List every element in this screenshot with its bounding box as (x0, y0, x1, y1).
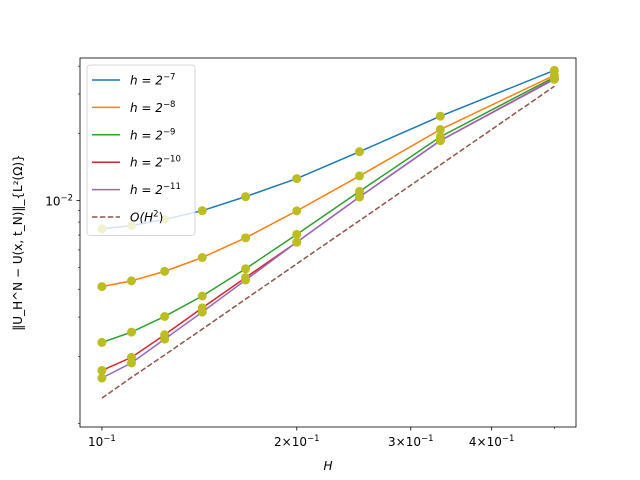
tick-layer: 10−1 2×10−1 3×10−1 4×10−1 10−2 (45, 65, 555, 449)
data-point (292, 206, 302, 216)
legend-entry: h = 2−10 (130, 155, 181, 170)
data-point (197, 291, 207, 301)
x-tick-label: 2×10−1 (274, 434, 320, 449)
data-point (435, 124, 445, 134)
data-point (197, 307, 207, 317)
data-point (97, 337, 107, 347)
data-point (97, 373, 107, 383)
data-point (241, 233, 251, 243)
y-tick-label: 10−2 (45, 193, 73, 208)
data-point (197, 206, 207, 216)
data-point (241, 192, 251, 202)
data-point (355, 192, 365, 202)
legend-entry: h = 2−8 (130, 100, 175, 115)
data-point (97, 365, 107, 375)
plot-layer (97, 65, 559, 399)
data-point (160, 266, 170, 276)
data-point (435, 111, 445, 121)
legend-entry: h = 2−11 (130, 182, 181, 197)
data-point (127, 358, 137, 368)
x-tick-label: 10−1 (88, 434, 116, 449)
data-point (292, 229, 302, 239)
x-axis-label: H (323, 459, 332, 473)
data-point (435, 136, 445, 146)
data-point (549, 74, 559, 84)
data-point (292, 237, 302, 247)
x-tick-label: 3×10−1 (388, 434, 434, 449)
legend-entry: h = 2−7 (130, 73, 175, 88)
data-point (127, 276, 137, 286)
y-axis-label: ‖U_H^N − U(x, t_N)‖_{L²(Ω)} (11, 154, 25, 330)
data-point (355, 147, 365, 157)
legend-entry: h = 2−9 (130, 127, 175, 142)
legend: h = 2−7 h = 2−8 h = 2−9 h = 2−10 h = 2−11 O(H… (86, 64, 196, 236)
data-point (97, 282, 107, 292)
x-tick-label: 4×10−1 (469, 434, 515, 449)
data-point (355, 171, 365, 181)
data-point (241, 264, 251, 274)
series-line (101, 85, 555, 399)
data-point (160, 311, 170, 321)
axes-frame (79, 57, 577, 428)
data-point (127, 327, 137, 337)
data-point (197, 252, 207, 262)
legend-entry: O(H2) (130, 210, 163, 225)
data-point (160, 334, 170, 344)
series-4 (97, 74, 559, 383)
data-point (292, 174, 302, 184)
series-5 (101, 85, 555, 399)
data-point (241, 275, 251, 285)
